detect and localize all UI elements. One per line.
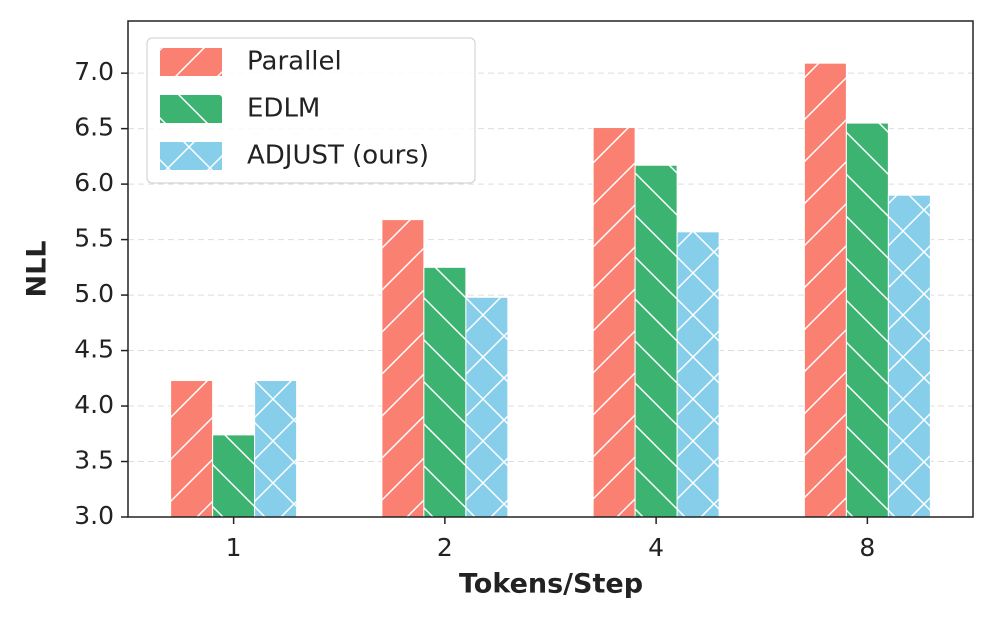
y-tick-label: 4.5 xyxy=(74,335,114,364)
y-tick-label: 3.5 xyxy=(74,446,114,475)
bar-hatch xyxy=(254,380,298,518)
x-tick-label: 4 xyxy=(648,533,664,562)
y-tick-label: 4.0 xyxy=(74,390,114,419)
legend-swatch-hatch xyxy=(160,48,222,76)
x-tick-label: 2 xyxy=(437,533,453,562)
bars xyxy=(170,62,931,518)
x-tick-label: 8 xyxy=(859,533,875,562)
bar-hatch xyxy=(423,266,467,518)
legend: Parallel EDLM ADJUST (ours) xyxy=(146,37,476,184)
legend-label: ADJUST (ours) xyxy=(247,141,429,171)
legend-swatch-hatch xyxy=(160,142,222,170)
bar-hatch xyxy=(887,194,931,518)
bar-hatch xyxy=(170,380,214,518)
bar-hatch xyxy=(212,434,256,518)
y-tick-label: 5.5 xyxy=(74,224,114,253)
y-axis-title: NLL xyxy=(22,240,53,297)
bar-hatch xyxy=(634,164,678,518)
bar-hatch xyxy=(592,127,636,518)
y-tick-label: 5.0 xyxy=(74,279,114,308)
bar-hatch xyxy=(465,296,509,518)
legend-label: EDLM xyxy=(247,94,320,124)
legend-box xyxy=(146,37,476,184)
bar-hatch xyxy=(676,231,720,518)
plot-frame xyxy=(127,20,974,518)
y-tick-label: 6.5 xyxy=(74,113,114,142)
legend-label: Parallel xyxy=(247,47,342,77)
x-tick-label: 1 xyxy=(226,533,242,562)
legend-swatch-hatch xyxy=(160,95,222,123)
bar-hatch xyxy=(381,219,425,518)
bar-hatch xyxy=(803,62,847,518)
x-axis-title: Tokens/Step xyxy=(459,569,643,600)
y-tick-label: 3.0 xyxy=(74,501,114,530)
bar-hatch xyxy=(845,122,889,518)
y-tick-label: 7.0 xyxy=(74,57,114,86)
y-tick-label: 6.0 xyxy=(74,168,114,197)
